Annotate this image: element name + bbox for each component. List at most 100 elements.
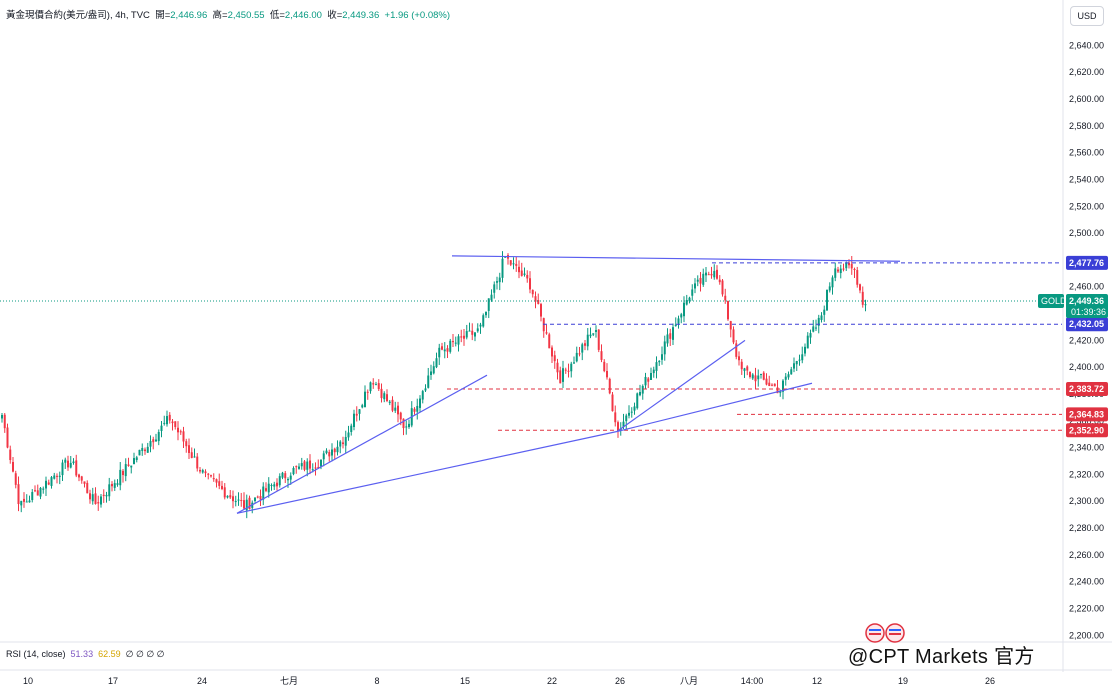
candle-body[interactable] (105, 494, 108, 497)
candle-body[interactable] (641, 385, 644, 394)
candle-body[interactable] (474, 332, 476, 337)
candle-body[interactable] (223, 487, 226, 498)
candle-body[interactable] (270, 485, 273, 487)
candle-body[interactable] (248, 497, 251, 510)
candle-body[interactable] (163, 422, 166, 424)
candle-body[interactable] (707, 274, 710, 276)
candle-body[interactable] (122, 470, 124, 476)
candle-body[interactable] (245, 499, 248, 511)
price-level-tag[interactable] (1066, 381, 1108, 396)
candle-body[interactable] (372, 383, 375, 385)
candle-body[interactable] (806, 335, 809, 349)
candle-body[interactable] (67, 460, 69, 468)
candle-body[interactable] (306, 461, 309, 470)
candle-body[interactable] (647, 378, 650, 382)
candle-body[interactable] (188, 445, 190, 453)
candle-body[interactable] (399, 412, 402, 420)
candle-body[interactable] (798, 359, 801, 361)
candle-body[interactable] (119, 469, 122, 486)
candle-body[interactable] (322, 453, 325, 460)
candle-body[interactable] (765, 378, 768, 385)
candle-body[interactable] (760, 373, 762, 375)
candle-body[interactable] (446, 348, 449, 352)
trendline[interactable] (616, 382, 813, 433)
candle-body[interactable] (56, 475, 58, 477)
candle-body[interactable] (355, 413, 358, 416)
candle-body[interactable] (504, 256, 507, 258)
candle-body[interactable] (666, 334, 669, 344)
candle-body[interactable] (358, 409, 361, 414)
candle-body[interactable] (793, 363, 795, 369)
candle-body[interactable] (78, 474, 80, 478)
candle-body[interactable] (1, 415, 3, 419)
candle-body[interactable] (64, 459, 67, 463)
candle-body[interactable] (683, 302, 685, 317)
candle-body[interactable] (485, 311, 487, 316)
candle-body[interactable] (166, 416, 168, 425)
candle-body[interactable] (501, 258, 504, 278)
candle-body[interactable] (215, 479, 218, 483)
candle-body[interactable] (757, 375, 760, 380)
candle-body[interactable] (218, 481, 221, 486)
candle-body[interactable] (262, 486, 265, 500)
price-level-tag[interactable] (1066, 255, 1108, 270)
candle-body[interactable] (438, 347, 441, 358)
candle-body[interactable] (603, 361, 606, 372)
candle-body[interactable] (471, 330, 474, 335)
candle-body[interactable] (718, 279, 721, 283)
candle-body[interactable] (518, 266, 520, 273)
candle-body[interactable] (735, 343, 738, 357)
candle-body[interactable] (831, 277, 834, 288)
candle-body[interactable] (784, 376, 787, 380)
candle-body[interactable] (303, 461, 306, 470)
trendline[interactable] (616, 339, 746, 433)
candle-body[interactable] (861, 291, 864, 305)
candle-body[interactable] (520, 270, 523, 276)
candle-body[interactable] (672, 327, 674, 340)
trendline[interactable] (236, 374, 488, 514)
candle-body[interactable] (267, 483, 270, 493)
candle-body[interactable] (278, 476, 281, 486)
candle-body[interactable] (111, 483, 113, 487)
candle-body[interactable] (6, 427, 9, 448)
candle-body[interactable] (721, 280, 724, 295)
candle-body[interactable] (243, 500, 245, 509)
candle-body[interactable] (630, 411, 633, 413)
candle-body[interactable] (716, 269, 718, 279)
candle-body[interactable] (768, 382, 771, 387)
candle-body[interactable] (190, 452, 193, 458)
candle-body[interactable] (856, 270, 859, 285)
candle-body[interactable] (531, 289, 534, 295)
candle-body[interactable] (834, 268, 837, 278)
candle-body[interactable] (234, 501, 237, 503)
candle-body[interactable] (463, 335, 465, 339)
candle-body[interactable] (526, 274, 529, 279)
candle-body[interactable] (639, 391, 641, 396)
candle-body[interactable] (325, 450, 328, 454)
candle-body[interactable] (460, 336, 463, 338)
candle-body[interactable] (559, 370, 562, 384)
candle-body[interactable] (782, 380, 784, 392)
candle-body[interactable] (498, 277, 501, 283)
candle-body[interactable] (20, 500, 23, 506)
candle-body[interactable] (848, 262, 850, 266)
candle-body[interactable] (361, 405, 364, 408)
candle-body[interactable] (207, 473, 210, 475)
candle-body[interactable] (177, 427, 179, 433)
candle-body[interactable] (614, 412, 617, 423)
candle-body[interactable] (853, 268, 856, 271)
candle-body[interactable] (509, 260, 512, 265)
trendline[interactable] (451, 255, 901, 262)
candle-body[interactable] (259, 496, 262, 500)
candle-body[interactable] (320, 459, 322, 467)
candle-body[interactable] (432, 366, 435, 374)
candle-body[interactable] (850, 263, 853, 269)
candle-body[interactable] (14, 473, 17, 485)
candle-body[interactable] (25, 501, 28, 503)
candle-body[interactable] (644, 376, 647, 386)
candle-body[interactable] (210, 475, 212, 477)
candle-body[interactable] (86, 482, 89, 494)
candle-body[interactable] (47, 482, 50, 485)
candle-body[interactable] (702, 273, 705, 285)
